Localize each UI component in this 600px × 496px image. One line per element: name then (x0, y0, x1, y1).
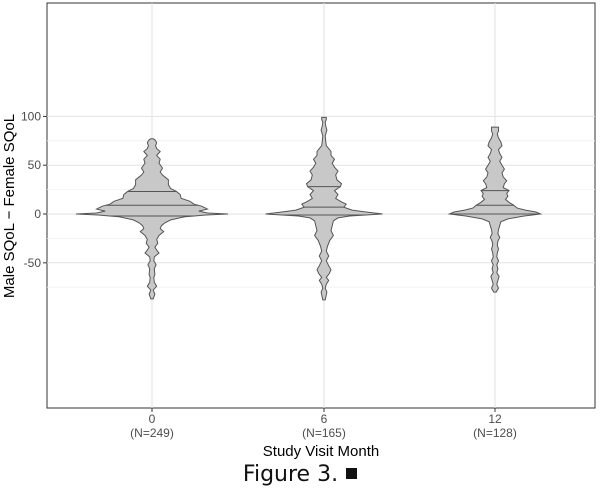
violin-group-6 (265, 116, 383, 301)
x-tick-label: 6 (321, 412, 328, 426)
x-axis-title: Study Visit Month (263, 443, 379, 460)
x-tick-n-label: (N=249) (130, 426, 174, 440)
y-tick-label: -50 (24, 256, 42, 270)
x-tick-label: 12 (488, 412, 502, 426)
y-tick-label: 50 (28, 158, 42, 172)
figure-caption-text: Figure 3. (242, 462, 339, 487)
x-tick-n-label: (N=128) (473, 426, 517, 440)
x-tick-n-label: (N=165) (302, 426, 346, 440)
violin-layer (75, 116, 543, 301)
violin-group-12 (447, 126, 543, 293)
y-tick-label: 100 (21, 109, 41, 123)
y-axis-title: Male SQoL − Female SQoL (1, 114, 18, 298)
square-icon (346, 468, 358, 479)
y-tick-label: 0 (34, 207, 41, 221)
x-tick-label: 0 (149, 412, 156, 426)
figure-caption: Figure 3. (0, 462, 600, 487)
violin-group-0 (75, 138, 229, 300)
